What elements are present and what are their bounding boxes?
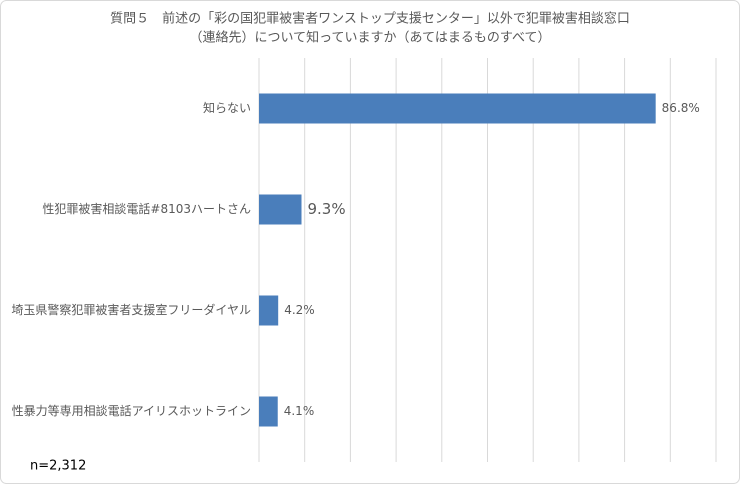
sample-size: n=2,312	[30, 459, 86, 474]
y-tick-label: 性犯罪被害相談電話#8103ハートさん	[42, 201, 251, 216]
chart-title: （連絡先）について知っていますか（あてはまるものすべて）	[189, 30, 550, 46]
bar	[259, 295, 279, 326]
chart-title: 質問５ 前述の「彩の国犯罪被害者ワンストップ支援センター」以外で犯罪被害相談窓口	[110, 11, 630, 27]
y-tick-label: 性暴力等専用相談電話アイリスホットライン	[12, 403, 251, 418]
y-tick-label: 知らない	[203, 101, 251, 115]
data-label: 4.2%	[284, 303, 315, 317]
y-tick-label: 埼玉県警察犯罪被害者支援室フリーダイヤル	[11, 302, 251, 317]
data-label: 9.3%	[308, 200, 346, 218]
data-label: 4.1%	[284, 404, 315, 418]
bar	[259, 194, 302, 225]
bar	[259, 396, 278, 427]
bar	[259, 93, 656, 124]
data-label: 86.8%	[662, 101, 700, 115]
